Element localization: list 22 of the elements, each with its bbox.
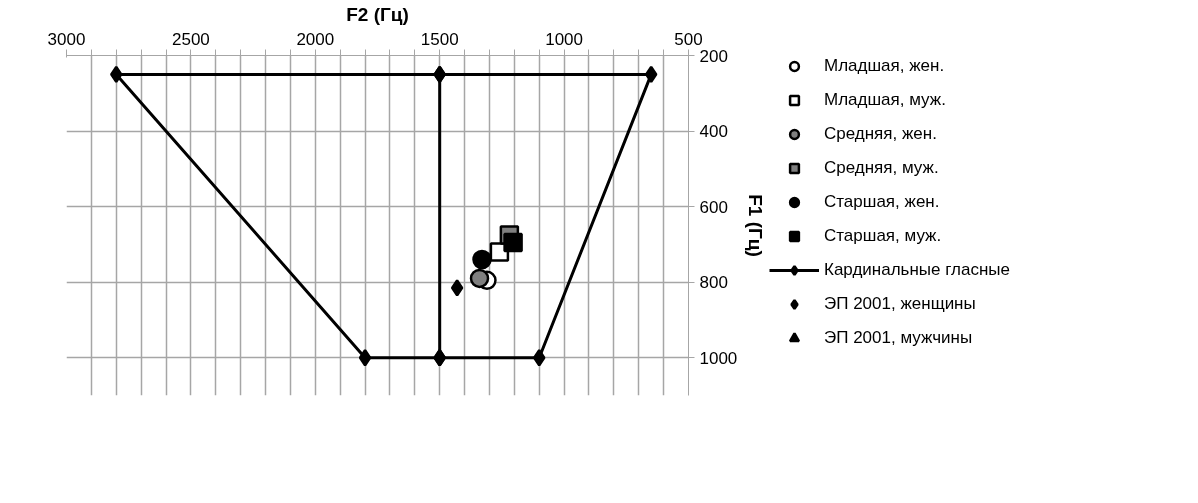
y-tick-label: 1000 (699, 348, 738, 368)
legend-label: Старшая, муж. (824, 226, 942, 246)
legend-label: Младшая, жен. (824, 56, 945, 76)
legend-label: Старшая, жен. (824, 192, 940, 212)
x-tick-label: 2000 (296, 29, 335, 49)
x-tick-label: 2500 (171, 29, 210, 49)
legend-label: ЭП 2001, женщины (824, 294, 976, 314)
x-tick-label: 500 (674, 29, 703, 49)
x-tick-label: 3000 (47, 29, 86, 49)
legend-label: Младшая, муж. (824, 90, 946, 110)
x-axis-title: F2 (Гц) (346, 3, 409, 25)
y-tick-label: 600 (699, 197, 728, 217)
legend-label: Средняя, жен. (824, 124, 937, 144)
legend-label: Средняя, муж. (824, 158, 939, 178)
x-tick-label: 1500 (420, 29, 459, 49)
y-tick-label: 800 (699, 273, 728, 293)
legend-label: Кардинальные гласные (824, 260, 1011, 280)
legend-label: ЭП 2001, мужчины (824, 328, 973, 348)
y-tick-label: 400 (699, 122, 728, 142)
y-axis-title: F1 (Гц) (745, 194, 767, 257)
x-tick-label: 1000 (545, 29, 584, 49)
y-tick-label: 200 (699, 46, 728, 66)
